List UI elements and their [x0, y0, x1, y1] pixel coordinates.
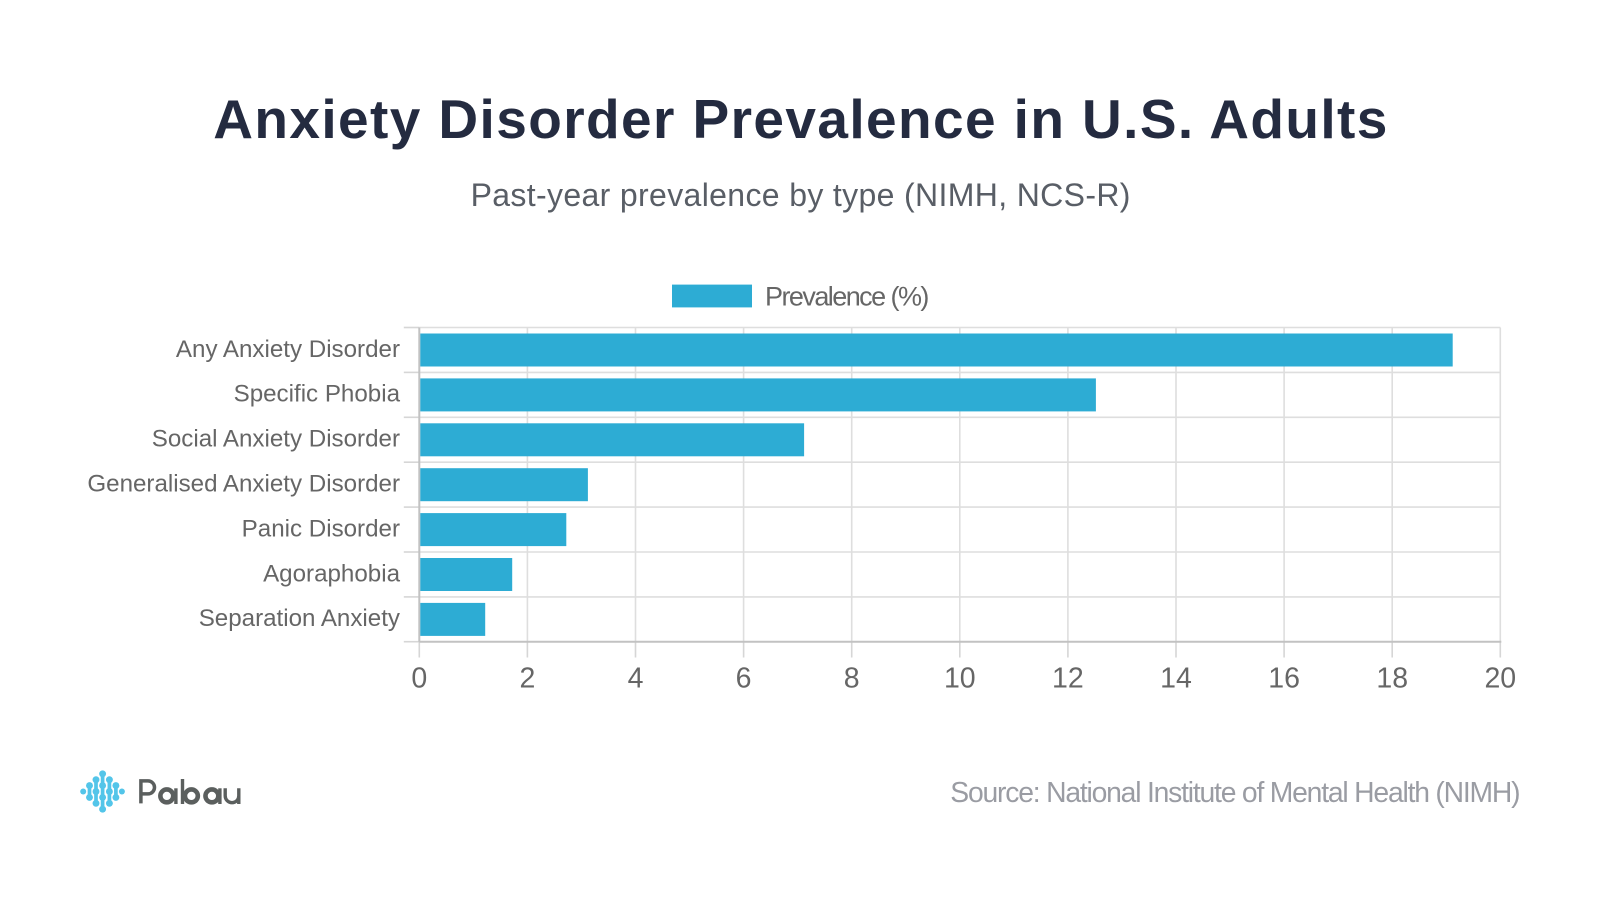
- svg-text:12: 12: [1052, 663, 1084, 695]
- svg-text:Separation Anxiety: Separation Anxiety: [199, 605, 401, 632]
- svg-text:4: 4: [628, 663, 644, 695]
- svg-text:20: 20: [1484, 663, 1516, 695]
- svg-text:0: 0: [411, 663, 427, 695]
- svg-text:6: 6: [736, 663, 752, 695]
- svg-text:10: 10: [944, 663, 976, 695]
- svg-text:Generalised Anxiety Disorder: Generalised Anxiety Disorder: [87, 471, 400, 498]
- svg-text:14: 14: [1160, 663, 1192, 695]
- svg-text:16: 16: [1268, 663, 1300, 695]
- svg-text:Panic Disorder: Panic Disorder: [242, 515, 400, 542]
- svg-text:Past-year prevalence by type (: Past-year prevalence by type (NIMH, NCS-…: [471, 177, 1131, 213]
- svg-text:Source: National Institute of: Source: National Institute of Mental Hea…: [950, 776, 1519, 808]
- svg-text:Specific Phobia: Specific Phobia: [234, 381, 401, 408]
- svg-text:2: 2: [519, 663, 535, 695]
- svg-text:Social Anxiety Disorder: Social Anxiety Disorder: [152, 426, 400, 453]
- svg-text:Any Anxiety Disorder: Any Anxiety Disorder: [176, 336, 400, 363]
- svg-text:18: 18: [1376, 663, 1408, 695]
- svg-text:Agoraphobia: Agoraphobia: [263, 560, 400, 587]
- svg-text:Prevalence (%): Prevalence (%): [765, 282, 928, 312]
- svg-text:Anxiety Disorder Prevalence in: Anxiety Disorder Prevalence in U.S. Adul…: [213, 88, 1388, 150]
- svg-text:8: 8: [844, 663, 860, 695]
